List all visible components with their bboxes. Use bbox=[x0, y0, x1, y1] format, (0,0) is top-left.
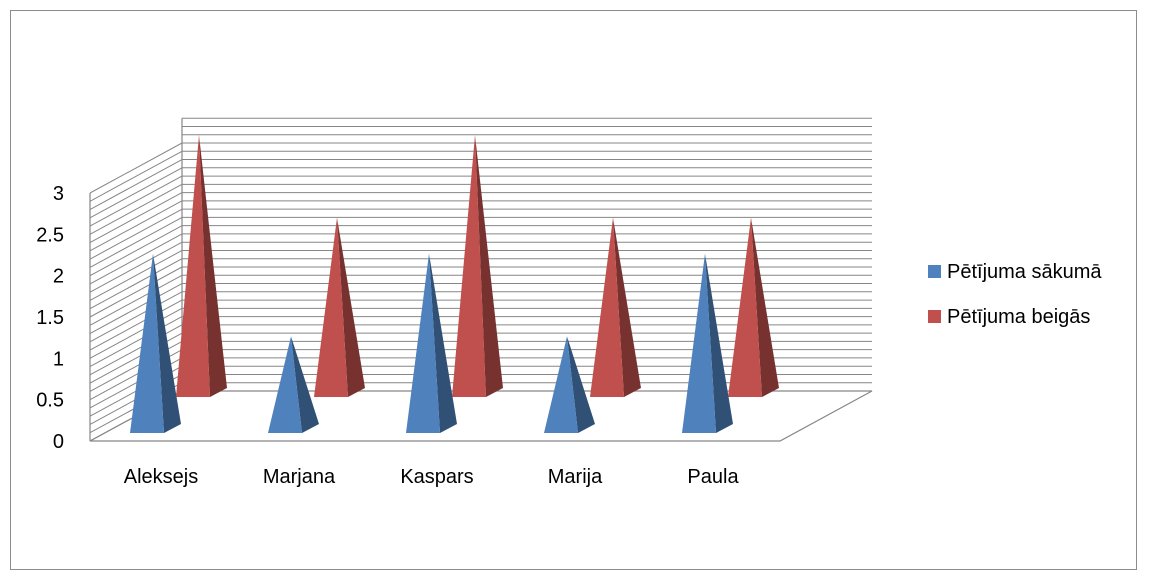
legend-label: Pētījuma beigās bbox=[947, 306, 1090, 328]
pyramid-series2-Paula bbox=[728, 217, 779, 397]
gridline-side bbox=[89, 250, 183, 301]
gridline-side bbox=[89, 192, 183, 244]
pyramid-front-face bbox=[452, 135, 486, 397]
legend-label: Pētījuma sākumā bbox=[947, 261, 1102, 283]
pyramid-front-face bbox=[268, 336, 302, 433]
gridline-side bbox=[89, 241, 183, 293]
gridline-side bbox=[89, 225, 183, 277]
gridline-side bbox=[89, 274, 183, 326]
pyramid-side-face bbox=[429, 253, 457, 433]
pyramid-front-face bbox=[314, 217, 348, 397]
pyramid-side-face bbox=[751, 217, 779, 397]
y-tick-label: 1.5 bbox=[36, 307, 64, 329]
pyramid-side-face bbox=[153, 253, 181, 433]
x-category-label: Kaspars bbox=[400, 466, 473, 488]
x-category-label: Marjana bbox=[263, 466, 336, 488]
pyramid-series1-Aleksejs bbox=[130, 253, 181, 433]
pyramid-series2-Aleksejs bbox=[176, 135, 227, 397]
gridline-side bbox=[89, 307, 183, 359]
pyramid-series1-Paula bbox=[682, 253, 733, 433]
pyramid-series1-Marija bbox=[544, 336, 595, 433]
gridline-side bbox=[89, 299, 183, 351]
gridline-side bbox=[89, 208, 183, 260]
pyramid-side-face bbox=[475, 135, 503, 397]
pyramid-side-face bbox=[705, 253, 733, 433]
gridline-side bbox=[89, 258, 183, 310]
gridline-side bbox=[89, 150, 183, 202]
gridline-side bbox=[89, 233, 183, 285]
pyramid-series2-Kaspars bbox=[452, 135, 503, 397]
pyramid-series1-Kaspars bbox=[406, 253, 457, 433]
y-tick-label: 0.5 bbox=[36, 390, 64, 412]
legend-swatch bbox=[928, 310, 941, 323]
pyramid-side-face bbox=[337, 217, 365, 397]
pyramid-front-face bbox=[590, 217, 624, 397]
y-tick-label: 1 bbox=[53, 348, 64, 370]
pyramid-front-face bbox=[406, 253, 440, 433]
x-category-label: Aleksejs bbox=[124, 466, 198, 488]
floor bbox=[89, 390, 873, 442]
x-category-label: Paula bbox=[687, 466, 739, 488]
gridline-side bbox=[89, 175, 183, 227]
pyramid-side-face bbox=[567, 336, 595, 433]
gridline-side bbox=[89, 324, 183, 376]
gridline-side bbox=[89, 142, 183, 194]
pyramid-bars bbox=[130, 135, 779, 433]
pyramid-front-face bbox=[544, 336, 578, 433]
gridline-side bbox=[89, 167, 183, 219]
gridline-side bbox=[89, 183, 183, 235]
x-category-label: Marija bbox=[548, 466, 603, 488]
y-tick-label: 2.5 bbox=[36, 224, 64, 246]
y-tick-label: 2 bbox=[53, 266, 64, 288]
pyramid-front-face bbox=[176, 135, 210, 397]
gridline-side bbox=[89, 291, 183, 343]
pyramid-front-face bbox=[728, 217, 762, 397]
gridline-side bbox=[89, 200, 183, 252]
category-labels: Aleksejs Marjana Kaspars Marija Paula bbox=[124, 466, 740, 488]
legend: Pētījuma sākumā Pētījuma beigās bbox=[928, 261, 1102, 328]
gridline-side bbox=[89, 266, 183, 318]
pyramid-front-face bbox=[130, 253, 164, 433]
pyramid-series1-Marjana bbox=[268, 336, 319, 433]
pyramid-front-face bbox=[682, 253, 716, 433]
pyramid-side-face bbox=[613, 217, 641, 397]
y-tick-label: 0 bbox=[53, 431, 64, 453]
pyramid-side-face bbox=[291, 336, 319, 433]
pyramid-side-face bbox=[199, 135, 227, 397]
gridline-side bbox=[89, 316, 183, 368]
gridline-side bbox=[89, 283, 183, 334]
pyramid-series2-Marija bbox=[590, 217, 641, 397]
gridline-side bbox=[89, 159, 183, 210]
y-tick-label: 3 bbox=[53, 183, 64, 205]
legend-swatch bbox=[928, 265, 941, 278]
pyramid-series2-Marjana bbox=[314, 217, 365, 397]
gridline-side bbox=[89, 216, 183, 268]
y-axis-ticks: 0 0.5 1 1.5 2 2.5 3 bbox=[36, 183, 64, 453]
